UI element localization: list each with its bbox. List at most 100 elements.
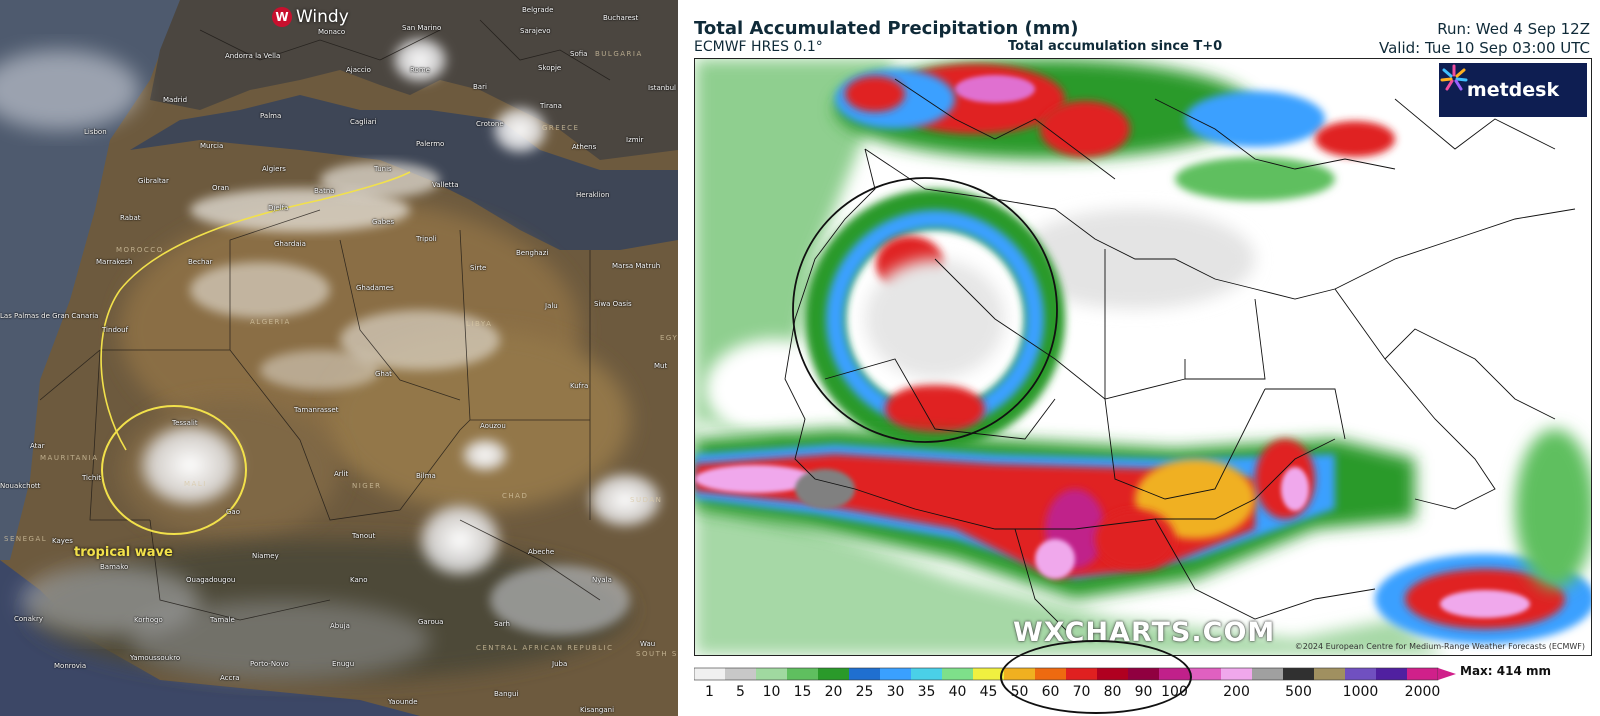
city-label: Tindouf <box>102 326 129 334</box>
city-label: Ghadames <box>356 284 394 292</box>
city-label: Arlit <box>334 470 349 478</box>
city-label: Valletta <box>432 181 459 189</box>
city-label: Accra <box>220 674 240 682</box>
colorbar-segment <box>756 668 788 680</box>
city-label: Kufra <box>570 382 589 390</box>
colorbar-tick-label: 35 <box>917 684 936 700</box>
country-label: MOROCCO <box>116 246 164 254</box>
city-label: Cagliari <box>350 118 377 126</box>
city-label: Ghat <box>375 370 392 378</box>
city-label: Palma <box>260 112 282 120</box>
precipitation-panel: Total Accumulated Precipitation (mm) ECM… <box>686 0 1600 716</box>
city-label: Tripoli <box>416 235 437 243</box>
city-label: Bechar <box>188 258 213 266</box>
country-label: SUDAN <box>630 496 663 504</box>
city-label: Abeche <box>528 548 555 556</box>
tropical-wave-label: tropical wave <box>74 545 173 560</box>
colorbar-segment <box>694 668 726 680</box>
city-label: Sofia <box>570 50 588 58</box>
windy-logo-icon: W <box>272 7 292 27</box>
colorbar-segment <box>725 668 757 680</box>
city-label: Nouakchott <box>0 482 41 490</box>
colorbar-segment <box>1314 668 1346 680</box>
chart-title: Total Accumulated Precipitation (mm) <box>694 18 1079 39</box>
city-label: Marsa Matruh <box>612 262 661 270</box>
city-label: Murcia <box>200 142 224 150</box>
colorbar-segment <box>942 668 974 680</box>
city-label: Athens <box>572 143 597 151</box>
city-label: Lisbon <box>84 128 107 136</box>
colorbar-segment <box>1252 668 1284 680</box>
colorbar-segment <box>1066 668 1098 680</box>
city-label: Conakry <box>14 615 43 623</box>
city-label: Abuja <box>330 622 350 630</box>
metdesk-logo-text: metdesk <box>1466 79 1560 101</box>
colorbar-tick-label: 30 <box>886 684 905 700</box>
colorbar-segment <box>1035 668 1067 680</box>
city-label: Oran <box>212 184 230 192</box>
colorbar-tick-label: 10 <box>762 684 781 700</box>
city-label: Belgrade <box>522 6 554 14</box>
colorbar-tick-label: 500 <box>1285 684 1312 700</box>
city-label: Atar <box>30 442 45 450</box>
city-label: Yamoussoukro <box>130 654 181 662</box>
country-label: MAURITANIA <box>40 454 99 462</box>
city-label: Palermo <box>416 140 445 148</box>
colorbar-segment <box>1345 668 1377 680</box>
colorbar-tick-label: 60 <box>1041 684 1060 700</box>
colorbar <box>694 667 1456 681</box>
city-label: Sirte <box>470 264 487 272</box>
colorbar-segment <box>1376 668 1408 680</box>
colorbar-tick-label: 200 <box>1223 684 1250 700</box>
city-label: Algiers <box>262 165 286 173</box>
colorbar-tick-label: 20 <box>824 684 843 700</box>
city-label: Monaco <box>318 28 346 36</box>
city-label: Tamale <box>210 616 235 624</box>
country-label: EGYPT <box>660 334 678 342</box>
chart-subtitle: Total accumulation since T+0 <box>1008 39 1223 54</box>
city-label: Ouagadougou <box>186 576 236 584</box>
city-label: Tanout <box>352 532 376 540</box>
city-label: Korhogo <box>134 616 163 624</box>
city-label: Enugu <box>332 660 355 668</box>
country-label: SOUTH SUDAN <box>636 650 678 658</box>
city-label: Mut <box>654 362 668 370</box>
max-label: Max: 414 mm <box>1460 664 1551 678</box>
city-label: Aouzou <box>480 422 506 430</box>
colorbar-tick-label: 40 <box>948 684 967 700</box>
city-label: Benghazi <box>516 249 549 257</box>
valid-time: Valid: Tue 10 Sep 03:00 UTC <box>1379 39 1590 57</box>
city-label: Rome <box>410 66 430 74</box>
colorbar-segment <box>973 668 1005 680</box>
city-label: Juba <box>552 660 568 668</box>
model-label: ECMWF HRES 0.1° <box>694 39 823 55</box>
city-label: Skopje <box>538 64 562 72</box>
city-label: Ghardaia <box>274 240 306 248</box>
city-label: Istanbul <box>648 84 677 92</box>
city-label: Izmir <box>626 136 644 144</box>
colorbar-segment <box>849 668 881 680</box>
city-label: Niamey <box>252 552 279 560</box>
metdesk-logo: metdesk <box>1439 63 1587 117</box>
colorbar-tick-label: 15 <box>793 684 812 700</box>
city-label: Wau <box>640 640 656 648</box>
country-label: MALI <box>184 480 207 488</box>
city-label: Kayes <box>52 537 73 545</box>
colorbar-segment <box>1097 668 1129 680</box>
city-label: Bamako <box>100 563 129 571</box>
city-label: San Marino <box>402 24 442 32</box>
city-label: Bangui <box>494 690 519 698</box>
city-label: Gao <box>226 508 240 516</box>
city-label: Tichit <box>82 474 101 482</box>
country-label: NIGER <box>352 482 382 490</box>
city-label: Bari <box>473 83 487 91</box>
satellite-imagery <box>0 0 678 716</box>
city-label: Gabes <box>372 218 395 226</box>
city-label: Bilma <box>416 472 436 480</box>
city-label: Jalu <box>545 302 558 310</box>
metdesk-logo-icon <box>1440 64 1468 91</box>
colorbar-arrow <box>1438 668 1456 680</box>
colorbar-segment <box>1159 668 1191 680</box>
city-label: Kisangani <box>580 706 615 714</box>
city-label: Sarajevo <box>520 27 551 35</box>
